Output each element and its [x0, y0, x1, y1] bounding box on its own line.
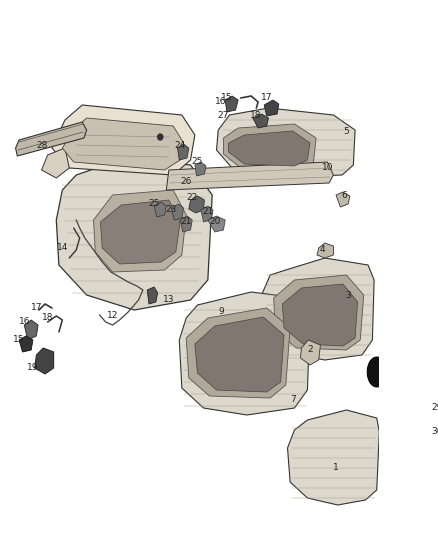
- Text: 1: 1: [333, 464, 339, 472]
- Text: 15: 15: [221, 93, 233, 102]
- Polygon shape: [166, 162, 333, 190]
- Polygon shape: [154, 202, 166, 217]
- Text: 10: 10: [321, 163, 333, 172]
- Text: 25: 25: [192, 157, 203, 166]
- Text: 6: 6: [342, 191, 348, 200]
- Polygon shape: [180, 216, 192, 232]
- Text: 18: 18: [250, 111, 261, 120]
- Polygon shape: [195, 317, 284, 392]
- Polygon shape: [94, 190, 186, 272]
- Circle shape: [415, 429, 421, 435]
- Polygon shape: [62, 118, 184, 170]
- Polygon shape: [216, 108, 355, 178]
- Text: 5: 5: [343, 127, 349, 136]
- Polygon shape: [274, 275, 364, 350]
- Text: 3: 3: [345, 290, 351, 300]
- Polygon shape: [24, 320, 38, 340]
- Text: 19: 19: [27, 364, 39, 373]
- Text: 20: 20: [209, 217, 220, 227]
- Text: 30: 30: [431, 427, 438, 437]
- Text: 29: 29: [432, 403, 438, 413]
- Polygon shape: [42, 148, 69, 178]
- Text: 23: 23: [166, 206, 177, 214]
- Text: 12: 12: [107, 311, 118, 319]
- Circle shape: [158, 134, 163, 140]
- Text: 7: 7: [290, 395, 296, 405]
- Text: 22: 22: [187, 193, 198, 203]
- Polygon shape: [171, 204, 184, 220]
- Text: 26: 26: [180, 177, 192, 187]
- Text: 15: 15: [13, 335, 25, 344]
- Text: 21: 21: [202, 207, 214, 216]
- Text: 9: 9: [218, 308, 224, 317]
- Polygon shape: [179, 292, 310, 415]
- Ellipse shape: [367, 357, 386, 387]
- Text: 25: 25: [148, 199, 160, 208]
- Text: 13: 13: [163, 295, 175, 304]
- Text: 28: 28: [36, 141, 47, 149]
- Polygon shape: [287, 410, 379, 505]
- Polygon shape: [229, 131, 310, 166]
- Text: 21: 21: [180, 217, 192, 227]
- Polygon shape: [57, 158, 212, 310]
- Polygon shape: [223, 124, 316, 170]
- Text: 4: 4: [319, 246, 325, 254]
- Polygon shape: [177, 144, 189, 160]
- Polygon shape: [147, 287, 158, 304]
- Text: 17: 17: [261, 93, 272, 102]
- Text: 16: 16: [215, 98, 226, 107]
- Polygon shape: [336, 192, 350, 207]
- Polygon shape: [201, 206, 213, 222]
- Polygon shape: [253, 114, 268, 128]
- Ellipse shape: [390, 340, 403, 350]
- Polygon shape: [283, 284, 358, 346]
- Polygon shape: [225, 96, 238, 112]
- Polygon shape: [195, 162, 206, 176]
- Polygon shape: [189, 196, 205, 213]
- Polygon shape: [100, 200, 180, 264]
- Polygon shape: [208, 216, 225, 232]
- Polygon shape: [300, 340, 321, 365]
- Text: 14: 14: [57, 244, 68, 253]
- Text: 16: 16: [18, 318, 30, 327]
- Text: 18: 18: [42, 313, 53, 322]
- Text: 17: 17: [31, 303, 42, 312]
- Polygon shape: [16, 122, 87, 156]
- Polygon shape: [35, 348, 54, 374]
- Polygon shape: [264, 100, 279, 116]
- Text: 27: 27: [218, 110, 229, 119]
- Polygon shape: [406, 398, 431, 428]
- Polygon shape: [186, 308, 290, 398]
- Polygon shape: [52, 105, 195, 175]
- Text: 2: 2: [307, 345, 313, 354]
- Text: 24: 24: [174, 141, 186, 149]
- Polygon shape: [317, 243, 333, 258]
- Polygon shape: [261, 258, 374, 360]
- Polygon shape: [19, 336, 33, 352]
